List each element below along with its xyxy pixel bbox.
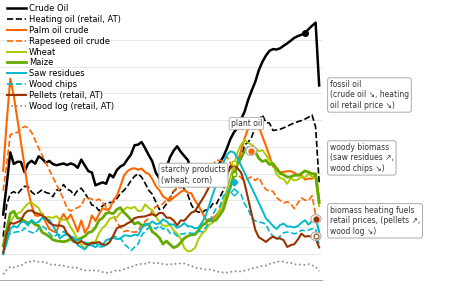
- Legend: Crude Oil, Heating oil (retail, AT), Palm oil crude, Rapeseed oil crude, Wheat, : Crude Oil, Heating oil (retail, AT), Pal…: [8, 4, 121, 111]
- Circle shape: [246, 146, 256, 155]
- Text: fossil oil
(crude oil ↘, heating
oil retail price ↘): fossil oil (crude oil ↘, heating oil ret…: [330, 80, 409, 110]
- Circle shape: [311, 232, 321, 241]
- Text: woody biomass
(saw residues ↗,
wood chips ↘): woody biomass (saw residues ↗, wood chip…: [330, 143, 394, 173]
- Circle shape: [311, 214, 321, 223]
- Text: starchy products
(wheat, corn): starchy products (wheat, corn): [161, 166, 234, 185]
- Text: plant oil: plant oil: [231, 119, 262, 128]
- Text: biomass heating fuels
retail prices, (pellets ↗,
wood log ↘): biomass heating fuels retail prices, (pe…: [330, 206, 420, 236]
